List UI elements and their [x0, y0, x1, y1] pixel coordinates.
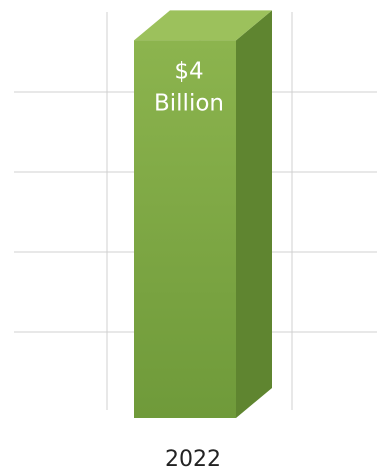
bar-front-0: [134, 40, 236, 418]
category-label-0: 2022: [165, 447, 221, 472]
bar-top-0: [134, 10, 272, 41]
bars: [134, 10, 272, 418]
bar-side-0: [236, 10, 272, 418]
data-label-0: $4 Billion: [154, 58, 224, 116]
labels: $4 Billion 2022: [154, 58, 224, 472]
